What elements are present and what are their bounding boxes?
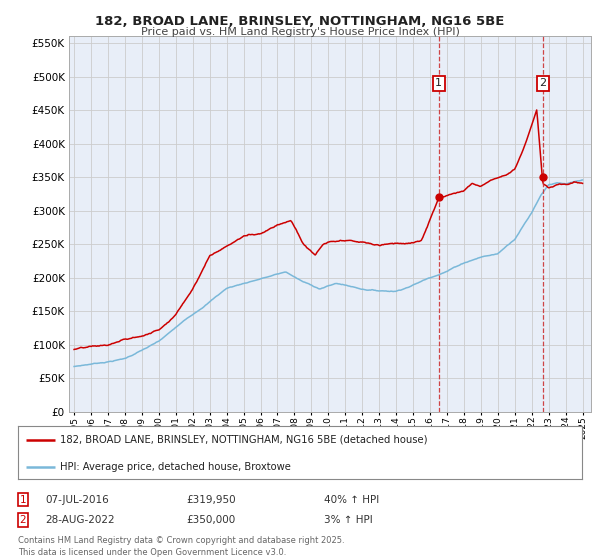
Text: 2: 2 [539, 78, 547, 88]
Text: 182, BROAD LANE, BRINSLEY, NOTTINGHAM, NG16 5BE (detached house): 182, BROAD LANE, BRINSLEY, NOTTINGHAM, N… [60, 435, 428, 445]
Text: Price paid vs. HM Land Registry's House Price Index (HPI): Price paid vs. HM Land Registry's House … [140, 27, 460, 37]
Text: 2: 2 [19, 515, 26, 525]
Text: 1: 1 [436, 78, 442, 88]
Text: 07-JUL-2016: 07-JUL-2016 [45, 494, 109, 505]
Text: Contains HM Land Registry data © Crown copyright and database right 2025.
This d: Contains HM Land Registry data © Crown c… [18, 536, 344, 557]
Text: £350,000: £350,000 [186, 515, 235, 525]
Text: £319,950: £319,950 [186, 494, 236, 505]
Text: 28-AUG-2022: 28-AUG-2022 [45, 515, 115, 525]
Text: 182, BROAD LANE, BRINSLEY, NOTTINGHAM, NG16 5BE: 182, BROAD LANE, BRINSLEY, NOTTINGHAM, N… [95, 15, 505, 27]
Text: 1: 1 [19, 494, 26, 505]
Text: 3% ↑ HPI: 3% ↑ HPI [324, 515, 373, 525]
Text: 40% ↑ HPI: 40% ↑ HPI [324, 494, 379, 505]
Text: HPI: Average price, detached house, Broxtowe: HPI: Average price, detached house, Brox… [60, 462, 291, 472]
